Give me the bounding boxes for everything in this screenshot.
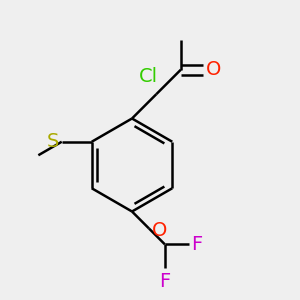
- Text: S: S: [46, 132, 59, 151]
- Text: F: F: [159, 272, 170, 291]
- Text: Cl: Cl: [139, 67, 158, 86]
- Text: O: O: [206, 60, 222, 79]
- Text: F: F: [191, 235, 203, 254]
- Text: O: O: [152, 221, 167, 240]
